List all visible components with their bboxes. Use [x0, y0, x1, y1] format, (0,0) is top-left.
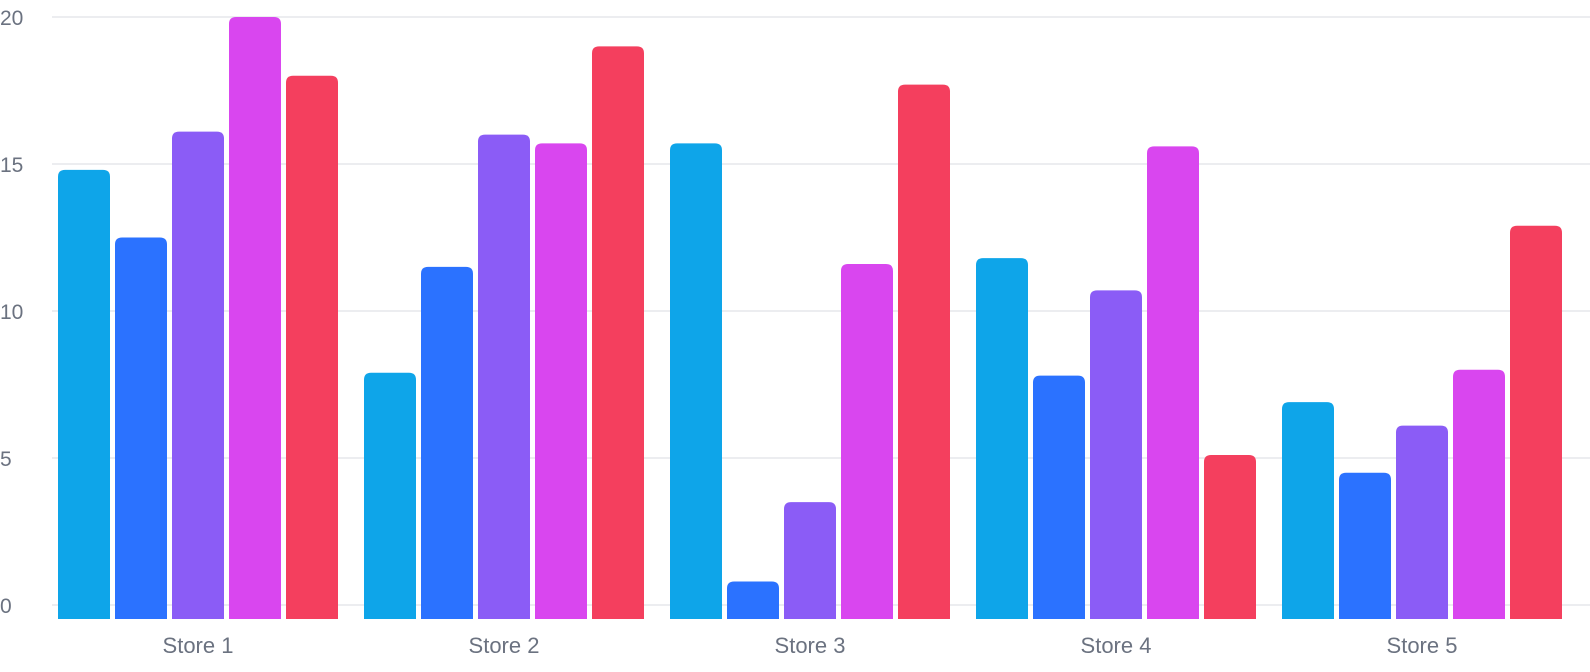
bar-store-1-series-3 — [172, 131, 224, 619]
y-tick-label: 10 — [0, 301, 23, 324]
bar-store-3-series-4 — [841, 263, 893, 619]
bar-store-3-series-5 — [898, 84, 950, 620]
bar-store-4-series-5 — [1204, 455, 1256, 619]
bar-store-2-series-2 — [421, 266, 473, 619]
y-tick-label: 15 — [0, 154, 23, 177]
x-category-label: Store 3 — [775, 633, 846, 658]
y-tick-label: 20 — [0, 7, 23, 30]
bar-store-5-series-5 — [1510, 225, 1562, 620]
bar-store-4-series-2 — [1033, 375, 1085, 619]
y-axis-ticks: 0 5 10 15 20 — [0, 7, 23, 618]
bar-store-3-series-3 — [784, 502, 836, 619]
bar-store-3-series-1 — [670, 143, 722, 620]
bar-store-2-series-4 — [535, 143, 587, 620]
bar-store-5-series-1 — [1282, 402, 1334, 619]
bar-store-5-series-3 — [1396, 425, 1448, 619]
bar-store-2-series-5 — [592, 46, 644, 619]
bar-store-5-series-2 — [1339, 472, 1391, 619]
bar-store-1-series-5 — [286, 75, 338, 620]
x-axis-labels: Store 1 Store 2 Store 3 Store 4 Store 5 — [163, 633, 1458, 658]
bars — [58, 17, 1562, 620]
x-category-label: Store 4 — [1081, 633, 1152, 658]
bar-store-5-series-4 — [1453, 369, 1505, 619]
x-category-label: Store 1 — [163, 633, 234, 658]
x-category-label: Store 2 — [469, 633, 540, 658]
x-category-label: Store 5 — [1387, 633, 1458, 658]
bar-store-4-series-4 — [1147, 146, 1199, 620]
bar-store-4-series-3 — [1090, 290, 1142, 619]
bar-store-1-series-2 — [115, 237, 167, 619]
bar-store-3-series-2 — [727, 581, 779, 619]
y-tick-label: 5 — [0, 448, 12, 471]
bar-store-4-series-1 — [976, 258, 1028, 619]
bar-store-1-series-4 — [229, 17, 281, 619]
bar-store-1-series-1 — [58, 169, 110, 619]
bar-store-2-series-1 — [364, 372, 416, 619]
y-tick-label: 0 — [0, 595, 12, 618]
bar-store-2-series-3 — [478, 134, 530, 619]
